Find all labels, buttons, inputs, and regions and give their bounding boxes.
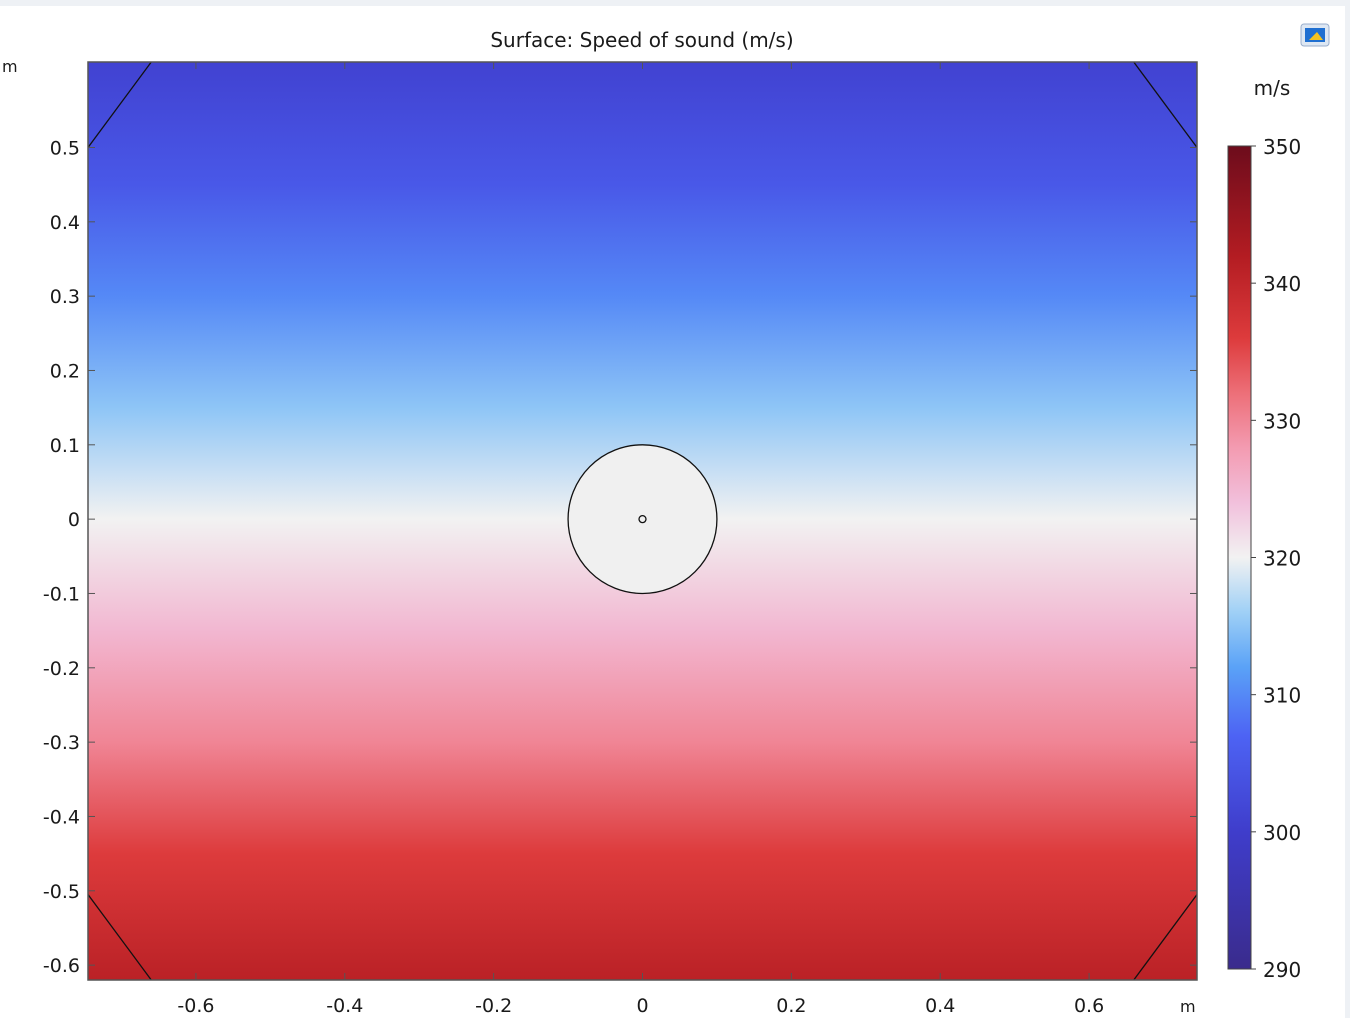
y-tick-label: -0.1 [43,583,80,605]
colorbar-tick-label: 310 [1263,684,1301,708]
corner-boundary-line [1133,894,1197,980]
colorbar-tick-label: 300 [1263,821,1301,845]
circular-domain-boundary [567,444,718,595]
x-tick-label: -0.2 [475,995,512,1017]
y-tick-label: 0.3 [50,286,80,308]
y-tick-label: 0.1 [50,435,80,457]
x-tick-label: -0.4 [326,995,363,1017]
colorbar-tick-label: 340 [1263,272,1301,296]
x-tick-label: -0.6 [177,995,214,1017]
y-tick-label: 0.5 [50,137,80,159]
y-tick-label: 0 [68,509,80,531]
x-tick-label: 0.6 [1074,995,1104,1017]
y-tick-label: -0.5 [43,881,80,903]
axis-ticks: -0.6 -0.4 -0.2 0 0.2 0.4 0.6 0.5 0.4 0.3 0.2 0.1 0 -0… [43,62,1197,1017]
y-axis-unit-label: m [2,57,18,76]
y-tick-label: -0.6 [43,955,80,977]
colorbar: m/s 350 340 330 320 310 300 290 [1227,76,1301,982]
x-tick-label: 0.4 [925,995,955,1017]
colorbar-tick-label: 320 [1263,547,1301,571]
corner-boundary-line [88,62,152,148]
image-snapshot-button[interactable] [1298,20,1332,50]
x-tick-label: 0 [636,995,648,1017]
corner-boundary-line [88,894,152,980]
window-top-strip [0,0,1350,6]
colorbar-tick-label: 350 [1263,135,1301,159]
y-tick-label: -0.2 [43,658,80,680]
colorbar-tick-label: 330 [1263,409,1301,433]
corner-boundary-line [1133,62,1197,148]
y-tick-label: 0.2 [50,360,80,382]
y-tick-label: -0.3 [43,732,80,754]
colorbar-unit-label: m/s [1254,76,1291,100]
geometry-group [88,62,1197,980]
source-point-marker [638,514,647,524]
y-tick-label: -0.4 [43,806,80,828]
colorbar-tick-label: 290 [1263,958,1301,982]
y-tick-label: 0.4 [50,212,80,234]
x-axis-unit-label: m [1180,997,1196,1016]
x-tick-label: 0.2 [776,995,806,1017]
colorbar-gradient [1227,145,1252,970]
plot-title: Surface: Speed of sound (m/s) [490,28,793,52]
window-right-strip [1345,0,1350,1018]
image-snapshot-icon [1300,23,1330,47]
